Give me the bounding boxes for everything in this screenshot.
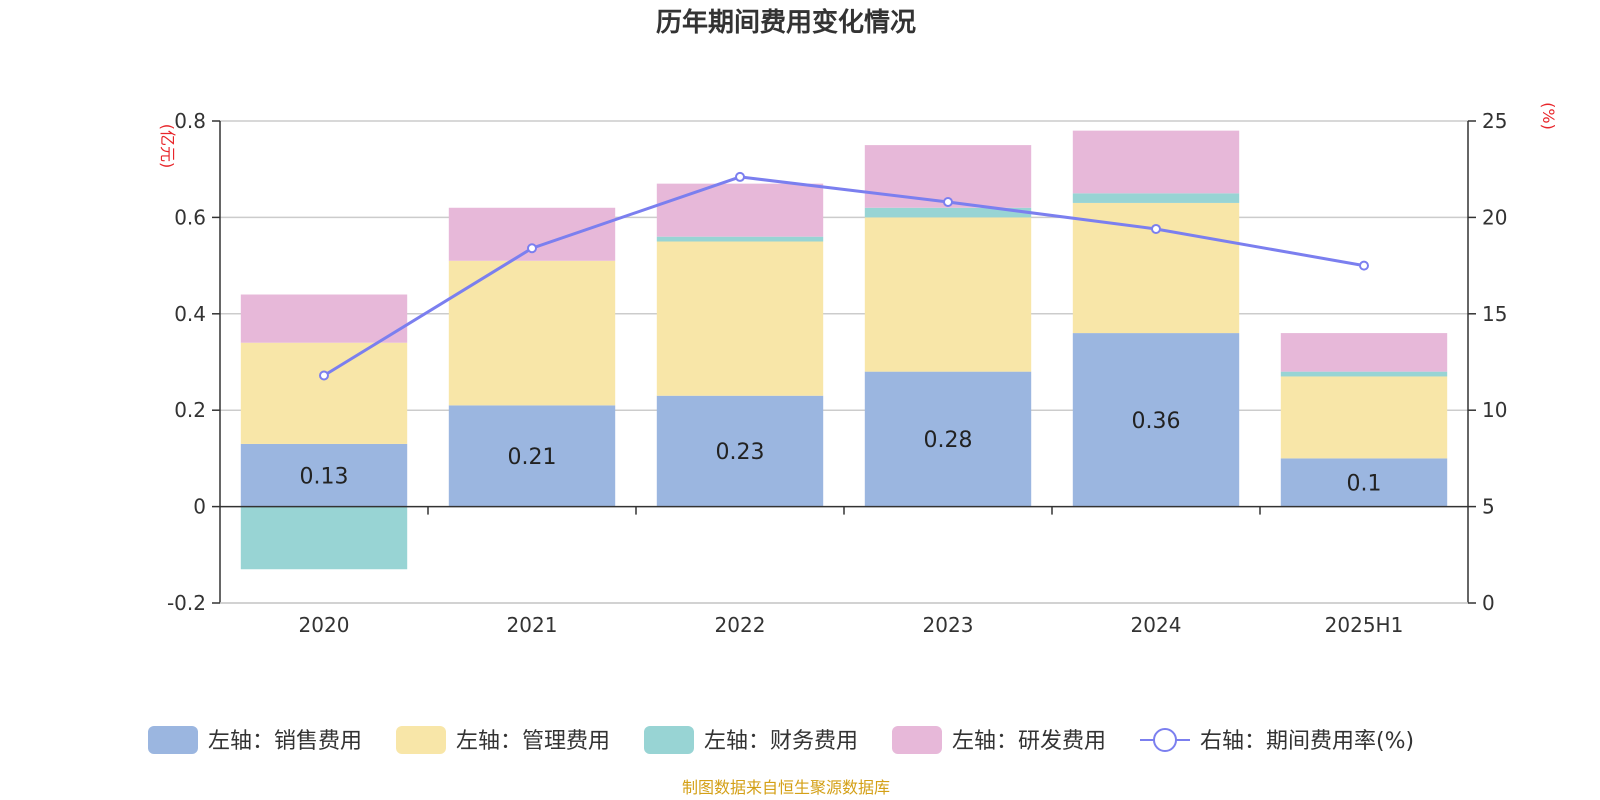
bar: [240, 342, 408, 444]
right-axis-unit: (%): [1539, 102, 1558, 130]
x-tick-label: 2025H1: [1325, 613, 1404, 637]
legend-swatch: [644, 726, 694, 754]
legend-swatch: [148, 726, 198, 754]
line-point: [527, 243, 537, 254]
right-tick-label: 15: [1482, 302, 1507, 326]
bar: [1280, 376, 1448, 459]
legend-label: 左轴：管理费用: [456, 729, 610, 754]
legend-label: 左轴：销售费用: [208, 729, 362, 754]
left-tick-label: 0.6: [174, 205, 206, 229]
line-point: [943, 196, 953, 207]
right-tick-label: 25: [1482, 109, 1507, 133]
left-axis-unit: (亿元): [158, 124, 177, 169]
bar: [1280, 371, 1448, 377]
legend-swatch: [892, 726, 942, 754]
bar: [448, 260, 616, 406]
data-label: 0.13: [300, 464, 349, 489]
x-tick-label: 2023: [923, 613, 974, 637]
bar: [1072, 193, 1240, 203]
line-point: [319, 370, 329, 381]
left-tick-label: 0.8: [174, 109, 206, 133]
bar: [1280, 458, 1448, 507]
data-label: 0.1: [1347, 472, 1382, 497]
right-tick-label: 5: [1482, 495, 1495, 519]
bar: [864, 207, 1032, 218]
legend-point-marker: [1153, 728, 1177, 752]
bar: [656, 395, 824, 507]
bar: [240, 506, 408, 570]
data-labels: 0.13 0.21 0.23 0.28 0.36 0.1: [300, 409, 1382, 497]
legend-label: 左轴：研发费用: [952, 729, 1106, 754]
data-label: 0.28: [924, 428, 973, 453]
x-tick-label: 2021: [507, 613, 558, 637]
axes: -0.2 0 0.2 0.4 0.6 0.8 0 5 10 15 20 25 2020 2021 2022 2…: [167, 109, 1507, 637]
legend-label: 右轴：期间费用率(%): [1200, 729, 1414, 754]
data-label: 0.21: [508, 445, 557, 470]
bar: [656, 236, 824, 242]
bar: [656, 183, 824, 237]
line-series: [319, 171, 1369, 381]
bar: [864, 217, 1032, 372]
x-tick-label: 2022: [715, 613, 766, 637]
data-label: 0.36: [1132, 409, 1181, 434]
left-tick-label: 0.2: [174, 398, 206, 422]
legend-label: 左轴：财务费用: [704, 729, 858, 754]
bar-group: [240, 130, 1448, 570]
left-tick-label: -0.2: [167, 591, 206, 615]
right-tick-label: 20: [1482, 205, 1507, 229]
bar: [240, 294, 408, 343]
line-point: [1359, 260, 1369, 271]
source-note: 制图数据来自恒生聚源数据库: [682, 778, 890, 797]
bar: [656, 241, 824, 396]
bar: [1072, 333, 1240, 507]
x-tick-label: 2024: [1131, 613, 1182, 637]
right-tick-label: 0: [1482, 591, 1495, 615]
bar: [1280, 333, 1448, 372]
line-point: [735, 171, 745, 182]
chart-title: 历年期间费用变化情况: [656, 7, 916, 38]
left-tick-label: 0: [193, 495, 206, 519]
bar: [240, 443, 408, 507]
bar: [864, 371, 1032, 507]
right-tick-label: 10: [1482, 398, 1507, 422]
line-point: [1151, 223, 1161, 234]
bar: [1072, 130, 1240, 194]
data-label: 0.23: [716, 440, 765, 465]
legend-swatch: [396, 726, 446, 754]
left-tick-label: 0.4: [174, 302, 206, 326]
legend: 左轴：销售费用 左轴：管理费用 左轴：财务费用 左轴：研发费用 右轴：期间费用率(%): [148, 726, 1414, 754]
rate-line: [323, 175, 1365, 377]
x-tick-label: 2020: [299, 613, 350, 637]
bar: [448, 405, 616, 507]
